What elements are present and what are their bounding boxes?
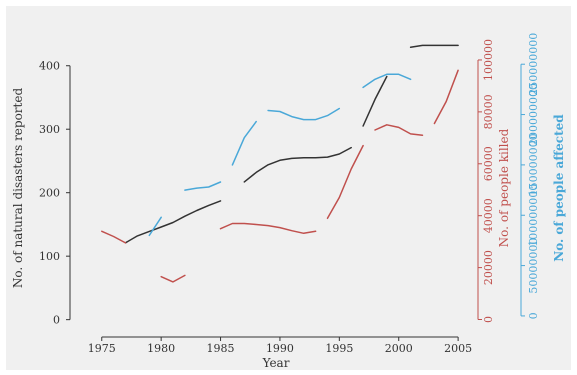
chart-panel — [6, 6, 571, 370]
affected-axis-title: No. of people affected — [552, 114, 566, 262]
disasters-tick-label-200: 200 — [39, 187, 60, 200]
killed-axis-title: No. of people killed — [497, 128, 511, 247]
affected-tick-label-50000000: 50000000 — [527, 238, 540, 294]
killed-series-segment-6 — [433, 69, 459, 125]
x-tick-label-1980: 1980 — [147, 342, 175, 355]
x-tick-label-1975: 1975 — [88, 342, 116, 355]
disasters-series-segment-4 — [409, 44, 459, 49]
axes-layer: 1975 1980 1985 1990 1995 2000 2005 0 100 200 300 40… — [11, 33, 566, 355]
affected-series-segment-4 — [267, 107, 341, 121]
disasters-tick-label-300: 300 — [39, 123, 60, 136]
killed-tick-label-40000: 40000 — [482, 198, 495, 233]
disasters-tick-label-100: 100 — [39, 250, 60, 263]
x-tick-label-2000: 2000 — [385, 342, 413, 355]
affected-series-segment-2 — [184, 181, 222, 191]
x-tick-label-1995: 1995 — [325, 342, 353, 355]
disasters-series-segment-2 — [243, 146, 352, 183]
affected-tick-label-250000000: 250000000 — [527, 33, 540, 96]
killed-tick-label-60000: 60000 — [482, 146, 495, 181]
affected-series-segment-5 — [362, 73, 412, 89]
killed-series-segment-5 — [374, 124, 424, 136]
killed-series-segment-1 — [101, 230, 127, 244]
affected-tick-label-200000000: 200000000 — [527, 83, 540, 146]
killed-series-segment-4 — [326, 144, 364, 220]
disasters-tick-label-0: 0 — [53, 314, 60, 327]
series-layer — [101, 44, 459, 283]
disasters-series-segment-3 — [362, 75, 388, 127]
x-tick-label-2005: 2005 — [444, 342, 472, 355]
affected-series-segment-3 — [231, 120, 257, 166]
affected-tick-label-100000000: 100000000 — [527, 184, 540, 247]
affected-tick-label-0: 0 — [527, 312, 540, 319]
killed-tick-label-20000: 20000 — [482, 250, 495, 285]
killed-series-segment-2 — [160, 274, 186, 283]
killed-tick-label-80000: 80000 — [482, 94, 495, 129]
disasters-tick-label-400: 400 — [39, 60, 60, 73]
x-tick-label-1990: 1990 — [266, 342, 294, 355]
x-axis-title: Year — [262, 356, 290, 370]
killed-tick-label-100000: 100000 — [482, 39, 495, 81]
x-tick-label-1985: 1985 — [207, 342, 235, 355]
affected-tick-label-150000000: 150000000 — [527, 133, 540, 196]
disasters-series-segment-1 — [124, 200, 222, 244]
killed-tick-label-0: 0 — [482, 316, 495, 323]
disasters-axis-title: No. of natural disasters reported — [11, 88, 25, 289]
killed-series-segment-3 — [219, 222, 317, 235]
affected-series-segment-1 — [148, 216, 162, 237]
